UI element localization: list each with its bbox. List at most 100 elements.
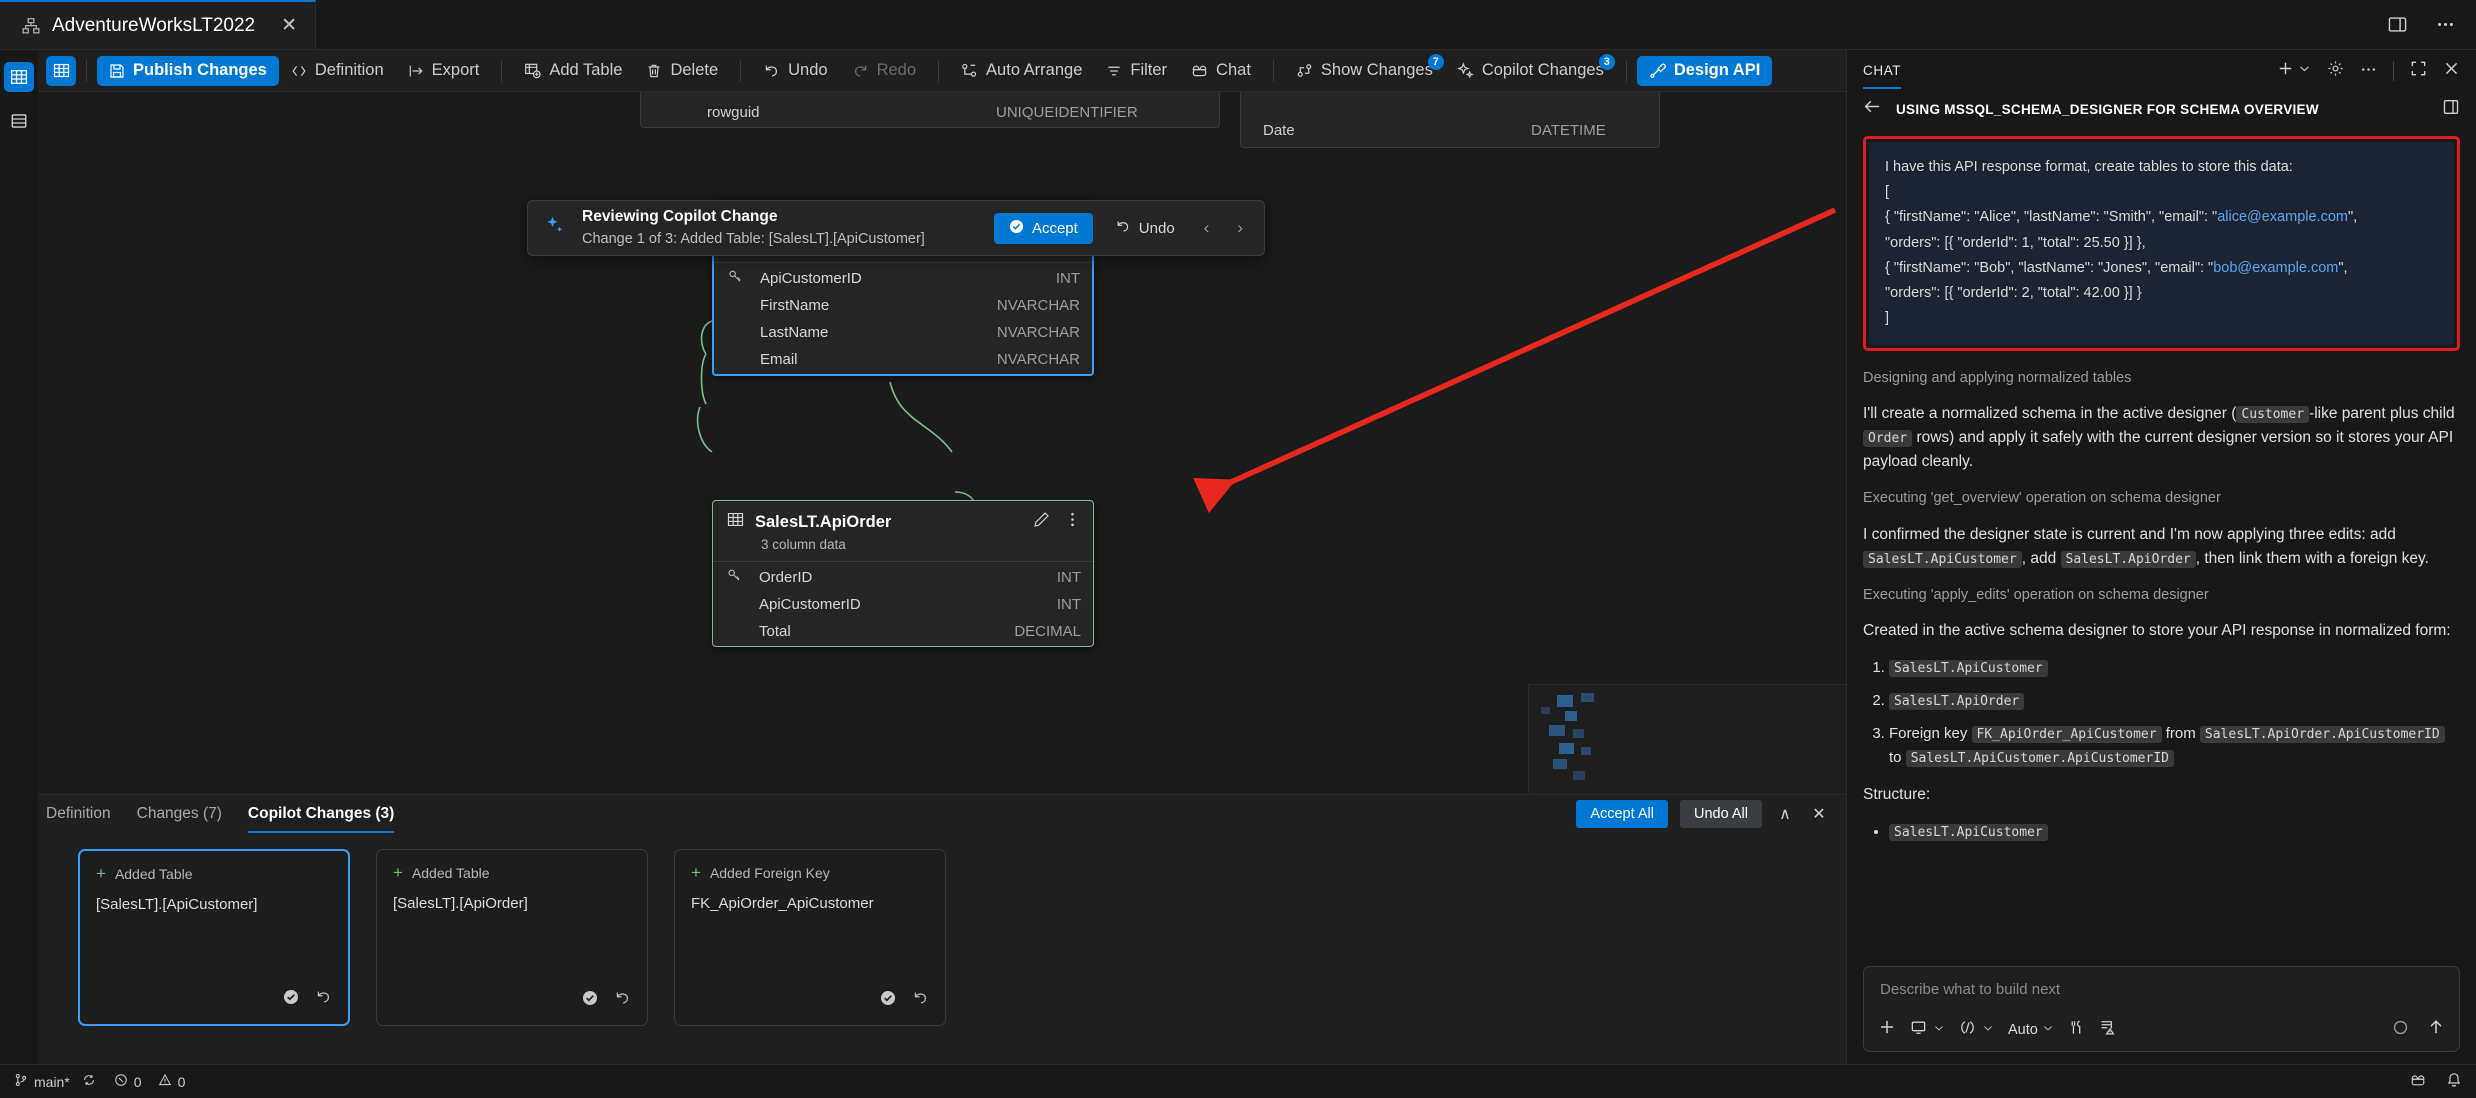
sync-icon[interactable] bbox=[82, 1073, 96, 1090]
redo-button[interactable]: Redo bbox=[840, 56, 928, 86]
change-card-added-table-apiorder[interactable]: + Added Table [SalesLT].[ApiOrder] bbox=[376, 849, 648, 1026]
definition-button[interactable]: Definition bbox=[279, 56, 396, 86]
table-grid-icon bbox=[727, 511, 744, 533]
add-table-button[interactable]: Add Table bbox=[512, 56, 634, 86]
canvas-surface[interactable]: rowguid UNIQUEIDENTIFIER Date DATETIME bbox=[0, 92, 1846, 794]
copilot-changes-button[interactable]: Copilot Changes 3 bbox=[1445, 53, 1616, 86]
table-row[interactable]: ApiCustomerID INT bbox=[713, 592, 1093, 616]
accept-change-icon[interactable] bbox=[582, 990, 598, 1011]
new-chat-icon[interactable] bbox=[2277, 60, 2294, 82]
gear-icon[interactable] bbox=[2327, 60, 2344, 82]
export-button[interactable]: Export bbox=[396, 56, 492, 86]
background-table-node[interactable]: rowguid UNIQUEIDENTIFIER bbox=[640, 92, 1220, 128]
progress-icon bbox=[2392, 1019, 2409, 1041]
mode-select-label[interactable]: Auto bbox=[2008, 1021, 2038, 1038]
user-message-line-5-tail: ", bbox=[2338, 259, 2348, 276]
change-card-added-table-apicustomer[interactable]: + Added Table [SalesLT].[ApiCustomer] bbox=[78, 849, 350, 1026]
email-link-alice[interactable]: alice@example.com bbox=[2217, 209, 2348, 226]
add-context-icon[interactable] bbox=[1878, 1018, 1896, 1041]
auto-arrange-button[interactable]: Auto Arrange bbox=[949, 56, 1094, 86]
previous-change-button[interactable]: ‹ bbox=[1203, 218, 1210, 237]
background-table-node-2[interactable]: Date DATETIME bbox=[1240, 92, 1660, 148]
chevron-down-icon[interactable] bbox=[2298, 62, 2311, 80]
undo-button[interactable]: Undo bbox=[751, 56, 839, 86]
filter-button[interactable]: Filter bbox=[1094, 56, 1179, 86]
copilot-changes-badge: 3 bbox=[1598, 53, 1615, 70]
canvas-minimap[interactable] bbox=[1528, 684, 1846, 794]
assistant-paragraph-3: Created in the active schema designer to… bbox=[1863, 622, 2451, 640]
table-more-actions-icon[interactable] bbox=[1064, 511, 1081, 533]
screen-chevron-down-icon[interactable] bbox=[1933, 1022, 1945, 1037]
more-actions-icon[interactable] bbox=[2360, 60, 2377, 82]
change-card-added-foreign-key[interactable]: + Added Foreign Key FK_ApiOrder_ApiCusto… bbox=[674, 849, 946, 1026]
email-link-bob[interactable]: bob@example.com bbox=[2213, 259, 2339, 276]
close-icon[interactable] bbox=[2443, 60, 2460, 82]
check-circle-icon bbox=[1009, 219, 1024, 238]
undo-change-icon[interactable] bbox=[614, 989, 631, 1011]
accept-change-icon[interactable] bbox=[283, 989, 299, 1010]
publish-changes-button[interactable]: Publish Changes bbox=[97, 55, 279, 86]
editor-layout-icon[interactable] bbox=[2384, 12, 2410, 38]
table-row[interactable]: Total DECIMAL bbox=[713, 619, 1093, 643]
back-arrow-icon[interactable] bbox=[1863, 97, 1882, 121]
code-chip-step2: SalesLT.ApiOrder bbox=[1889, 693, 2025, 711]
design-api-button[interactable]: Design API bbox=[1636, 55, 1773, 86]
auto-arrange-label: Auto Arrange bbox=[986, 61, 1083, 79]
card-name: FK_ApiOrder_ApiCustomer bbox=[691, 895, 874, 912]
tools-icon[interactable] bbox=[2068, 1019, 2085, 1041]
table-row[interactable]: FirstName NVARCHAR bbox=[714, 293, 1092, 317]
accept-button[interactable]: Accept bbox=[993, 212, 1093, 244]
status-bar-right bbox=[2410, 1072, 2462, 1091]
column-name: LastName bbox=[760, 323, 829, 341]
close-panel-icon[interactable]: ✕ bbox=[1812, 806, 1826, 823]
card-actions bbox=[393, 989, 631, 1011]
toggle-secondary-sidebar-icon[interactable] bbox=[2442, 98, 2460, 121]
send-icon[interactable] bbox=[2427, 1018, 2445, 1041]
close-icon[interactable]: ✕ bbox=[281, 15, 298, 36]
tab-copilot-changes[interactable]: Copilot Changes (3) bbox=[247, 795, 395, 833]
table-row[interactable]: LastName NVARCHAR bbox=[714, 320, 1092, 344]
undo-change-icon[interactable] bbox=[912, 989, 929, 1011]
mode-chevron-down-icon[interactable] bbox=[2042, 1022, 2054, 1037]
table-row[interactable]: ApiCustomerID INT bbox=[714, 266, 1092, 290]
instructions-warning-icon[interactable] bbox=[2099, 1019, 2116, 1041]
table-row[interactable]: Email NVARCHAR bbox=[714, 347, 1092, 371]
undo-all-button[interactable]: Undo All bbox=[1679, 800, 1762, 828]
more-actions-icon[interactable] bbox=[2432, 12, 2458, 38]
collapse-panel-icon[interactable]: ∧ bbox=[1779, 806, 1791, 823]
chat-button[interactable]: Chat bbox=[1179, 56, 1263, 86]
bell-icon[interactable] bbox=[2446, 1072, 2462, 1091]
tab-changes[interactable]: Changes (7) bbox=[137, 795, 222, 833]
tool-invocation-get-overview: Executing 'get_overview' operation on sc… bbox=[1863, 490, 2221, 507]
sidebar-item-database-explorer[interactable] bbox=[4, 106, 34, 136]
maximize-icon[interactable] bbox=[2410, 60, 2427, 82]
chat-composer[interactable]: Describe what to build next bbox=[1863, 966, 2460, 1052]
chat-conversation-header: USING MSSQL_SCHEMA_DESIGNER FOR SCHEMA O… bbox=[1847, 92, 2476, 126]
next-change-button[interactable]: › bbox=[1237, 218, 1243, 237]
show-changes-button[interactable]: Show Changes 7 bbox=[1284, 53, 1445, 86]
screen-icon[interactable] bbox=[1910, 1019, 1927, 1041]
sidebar-item-schema-designer[interactable] bbox=[4, 62, 34, 92]
table-row[interactable]: OrderID INT bbox=[713, 565, 1093, 589]
chat-input[interactable]: Describe what to build next bbox=[1880, 981, 2061, 998]
code-chevron-down-icon[interactable] bbox=[1982, 1022, 1994, 1037]
undo-change-button[interactable]: Undo bbox=[1107, 212, 1183, 244]
accounts-icon[interactable] bbox=[2410, 1072, 2426, 1091]
schema-canvas[interactable]: rowguid UNIQUEIDENTIFIER Date DATETIME bbox=[0, 92, 1846, 794]
table-node-header[interactable]: SalesLT.ApiOrder bbox=[713, 501, 1093, 537]
publish-changes-label: Publish Changes bbox=[133, 61, 267, 79]
column-type: NVARCHAR bbox=[996, 323, 1080, 341]
edit-icon[interactable] bbox=[1033, 511, 1050, 533]
undo-change-icon[interactable] bbox=[315, 988, 332, 1010]
status-branch[interactable]: main* bbox=[14, 1073, 96, 1090]
editor-tab-adventureworkslt2022[interactable]: AdventureWorksLT2022 ✕ bbox=[0, 0, 317, 49]
card-actions bbox=[691, 989, 929, 1011]
tab-definition[interactable]: Definition bbox=[46, 795, 111, 833]
status-problems[interactable]: 0 0 bbox=[114, 1073, 185, 1090]
delete-button[interactable]: Delete bbox=[634, 56, 730, 86]
table-node-salesLT-apiorder[interactable]: SalesLT.ApiOrder 3 column data bbox=[712, 500, 1094, 647]
accept-change-icon[interactable] bbox=[880, 990, 896, 1011]
code-icon[interactable] bbox=[1959, 1019, 1976, 1041]
grid-toggle-button[interactable] bbox=[46, 55, 76, 86]
accept-all-button[interactable]: Accept All bbox=[1576, 800, 1668, 828]
